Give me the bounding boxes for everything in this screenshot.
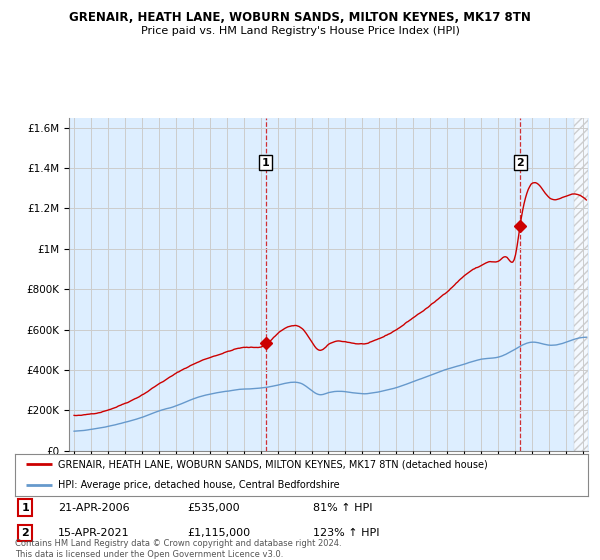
Text: 81% ↑ HPI: 81% ↑ HPI: [313, 503, 373, 512]
Text: £535,000: £535,000: [187, 503, 239, 512]
Text: 2: 2: [22, 528, 29, 538]
Text: 123% ↑ HPI: 123% ↑ HPI: [313, 528, 379, 538]
Text: 1: 1: [262, 157, 269, 167]
Text: 21-APR-2006: 21-APR-2006: [58, 503, 130, 512]
Text: £1,115,000: £1,115,000: [187, 528, 250, 538]
Text: 1: 1: [22, 503, 29, 512]
Text: Contains HM Land Registry data © Crown copyright and database right 2024.
This d: Contains HM Land Registry data © Crown c…: [15, 539, 341, 559]
Text: GRENAIR, HEATH LANE, WOBURN SANDS, MILTON KEYNES, MK17 8TN (detached house): GRENAIR, HEATH LANE, WOBURN SANDS, MILTO…: [58, 459, 488, 469]
Text: 2: 2: [516, 157, 524, 167]
Text: HPI: Average price, detached house, Central Bedfordshire: HPI: Average price, detached house, Cent…: [58, 480, 340, 490]
Text: 15-APR-2021: 15-APR-2021: [58, 528, 130, 538]
Text: GRENAIR, HEATH LANE, WOBURN SANDS, MILTON KEYNES, MK17 8TN: GRENAIR, HEATH LANE, WOBURN SANDS, MILTO…: [69, 11, 531, 24]
Text: Price paid vs. HM Land Registry's House Price Index (HPI): Price paid vs. HM Land Registry's House …: [140, 26, 460, 36]
